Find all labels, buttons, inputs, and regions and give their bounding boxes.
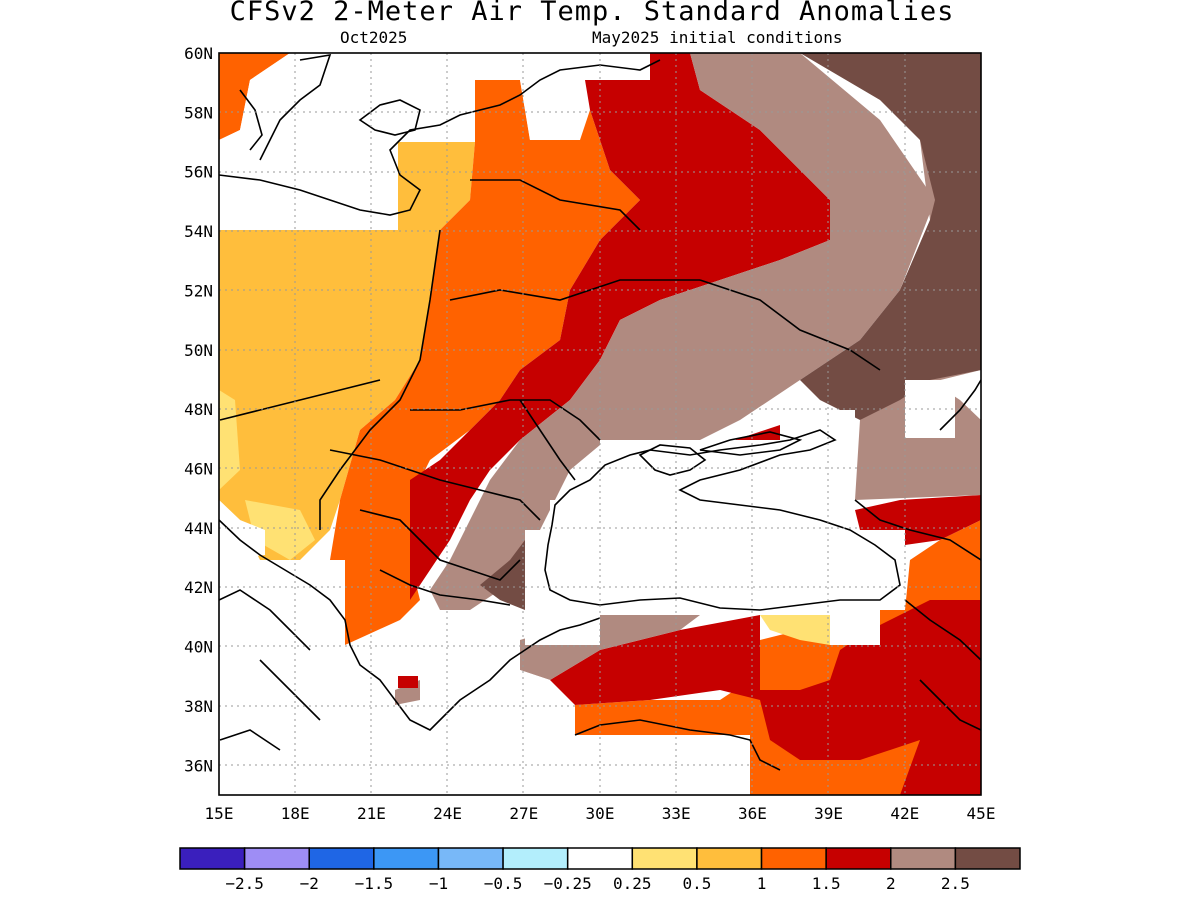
lat-label: 54N [184, 222, 213, 241]
legend-label: 2.5 [941, 874, 970, 893]
color-legend: −2.5 −2 −1.5 −1 −0.5 −0.25 0.25 0.5 1 1.5 2 2.5 [179, 847, 1021, 893]
legend-label: 0.25 [613, 874, 652, 893]
legend-label: −0.25 [544, 874, 592, 893]
lat-label: 42N [184, 578, 213, 597]
lat-label: 52N [184, 281, 213, 300]
legend-label: 2 [886, 874, 896, 893]
legend-swatch [373, 847, 440, 870]
lon-label: 39E [814, 804, 843, 823]
legend-swatch [566, 847, 634, 870]
map-title: CFSv2 2-Meter Air Temp. Standard Anomali… [229, 0, 955, 27]
legend-label: −0.5 [484, 874, 523, 893]
legend-swatch [954, 847, 1021, 870]
legend-label: −2.5 [225, 874, 264, 893]
legend-swatch [760, 847, 827, 870]
legend-swatch [179, 847, 246, 870]
lon-label: 42E [890, 804, 919, 823]
initial-conditions: May2025 initial conditions [592, 28, 843, 47]
lon-label: 45E [967, 804, 996, 823]
legend-swatch [890, 847, 957, 870]
legend-label: −1 [429, 874, 448, 893]
forecast-month: Oct2025 [340, 28, 408, 47]
lon-label: 24E [433, 804, 462, 823]
lat-label: 36N [184, 756, 213, 775]
lat-label: 60N [184, 44, 213, 63]
legend-swatch [825, 847, 892, 870]
legend-label: −1.5 [355, 874, 394, 893]
legend-label: 1.5 [812, 874, 841, 893]
grid-lines [219, 53, 981, 795]
lon-label: 30E [586, 804, 615, 823]
legend-swatch [502, 847, 569, 870]
lon-label: 33E [662, 804, 691, 823]
lat-label: 44N [184, 519, 213, 538]
lon-label: 36E [738, 804, 767, 823]
legend-swatch [696, 847, 763, 870]
legend-label: 0.5 [682, 874, 711, 893]
map-frame [218, 52, 982, 796]
legend-swatch [308, 847, 375, 870]
lat-label: 38N [184, 697, 213, 716]
lat-label: 48N [184, 400, 213, 419]
lat-label: 56N [184, 163, 213, 182]
legend-swatch [243, 847, 310, 870]
longitude-labels: 15E 18E 21E 24E 27E 30E 33E 36E 39E 42E 45E [205, 804, 996, 823]
lon-label: 18E [281, 804, 310, 823]
legend-swatch [631, 847, 698, 870]
lon-label: 27E [509, 804, 538, 823]
coastlines [219, 53, 981, 771]
legend-label: −2 [300, 874, 319, 893]
latitude-labels: 60N 58N 56N 54N 52N 50N 48N 46N 44N 42N 40N 38N 36N [184, 44, 213, 775]
legend-swatch [437, 847, 504, 870]
lat-label: 46N [184, 460, 213, 479]
lon-label: 21E [357, 804, 386, 823]
legend-label: 1 [757, 874, 767, 893]
lat-label: 40N [184, 638, 213, 657]
lat-label: 50N [184, 341, 213, 360]
lat-label: 58N [184, 103, 213, 122]
lon-label: 15E [205, 804, 234, 823]
